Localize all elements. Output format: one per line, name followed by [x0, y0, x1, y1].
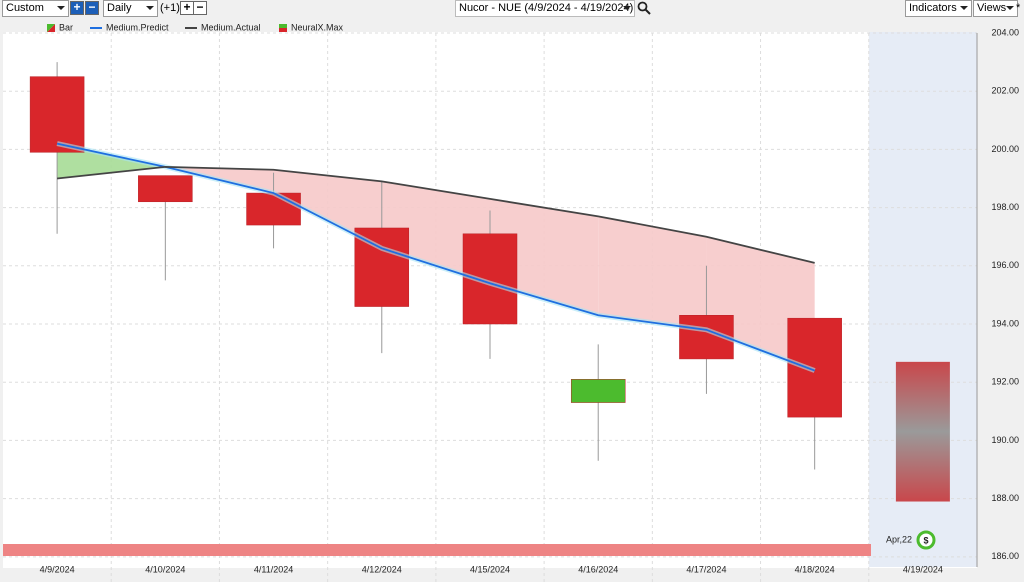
x-tick-label: 4/18/2024	[795, 564, 835, 574]
y-tick-label: 192.00	[991, 377, 1019, 387]
candle-body	[138, 175, 193, 203]
candle-body	[787, 317, 842, 418]
x-tick-label: 4/12/2024	[362, 564, 402, 574]
x-tick-label: 4/10/2024	[145, 564, 185, 574]
x-tick-label: 4/11/2024	[254, 564, 293, 574]
x-tick-label: 4/19/2024	[903, 564, 943, 574]
zoom-out[interactable]: −	[85, 1, 99, 15]
candle-body	[246, 192, 301, 226]
legend-label: Medium.Predict	[106, 22, 169, 32]
spread-fill	[598, 216, 707, 330]
zoom-in[interactable]: +	[70, 1, 84, 15]
toolbar: Custom + − Daily (+1) + − Nucor - NUE (4…	[0, 0, 1024, 18]
forecast-box	[895, 361, 950, 502]
x-tick-label: 4/15/2024	[470, 564, 510, 574]
offset-minus[interactable]: −	[193, 1, 207, 15]
y-tick-label: 186.00	[991, 551, 1019, 561]
y-tick-label: 198.00	[991, 202, 1019, 212]
indicator-band	[3, 544, 871, 556]
star: *	[1016, 2, 1021, 14]
legend-label: NeuralX.Max	[291, 22, 344, 32]
chart-title: Nucor - NUE (4/9/2024 - 4/19/2024)	[455, 0, 635, 17]
offset: (+1)	[160, 2, 180, 14]
legend-icon	[47, 24, 55, 32]
badge-label: Apr,22	[886, 534, 912, 544]
legend-icon	[279, 28, 287, 32]
candle-body	[29, 76, 85, 153]
x-tick-label: 4/17/2024	[686, 564, 726, 574]
interval-dropdown[interactable]: Daily	[103, 0, 158, 17]
search-icon[interactable]	[637, 1, 651, 15]
legend-icon	[279, 24, 287, 28]
chart: 186.00 188.00 190.00 192.00 194.00 196.00 198.…	[3, 22, 1019, 582]
badge-icon	[916, 530, 936, 550]
y-tick-label: 188.00	[991, 493, 1019, 503]
legend-label: Medium.Actual	[201, 22, 261, 32]
y-tick-label: 196.00	[991, 260, 1019, 270]
y-tick-label: 190.00	[991, 435, 1019, 445]
line	[57, 165, 815, 264]
x-tick-label: 4/16/2024	[578, 564, 618, 574]
legend-label: Bar	[59, 22, 73, 32]
y-tick-label: 200.00	[991, 144, 1019, 154]
period-dropdown[interactable]: Custom	[2, 0, 69, 17]
offset-plus[interactable]: +	[180, 1, 194, 15]
views-dropdown[interactable]: Views	[973, 0, 1018, 17]
y-tick-label: 204.00	[991, 27, 1019, 37]
line	[56, 142, 815, 372]
y-tick-label: 202.00	[991, 86, 1019, 96]
indicators-dropdown[interactable]: Indicators	[905, 0, 972, 17]
badge-icon-text: $	[923, 535, 928, 545]
y-tick-label: 194.00	[991, 318, 1019, 328]
candle-body	[570, 379, 626, 403]
x-tick-label: 4/9/2024	[40, 564, 75, 574]
